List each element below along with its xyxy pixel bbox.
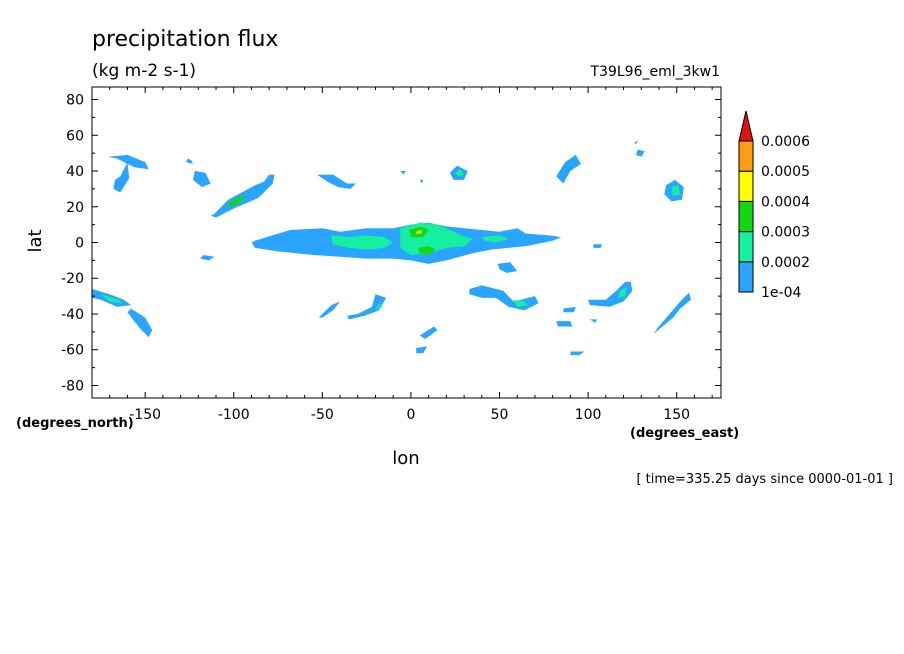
- colorbar-level-label: 0.0004: [761, 194, 810, 210]
- precip-region-level-0: [200, 255, 215, 261]
- precip-region-level-0: [185, 158, 193, 164]
- precip-region-level-0: [570, 351, 585, 356]
- y-tick-label: 20: [66, 200, 84, 216]
- y-axis-units: (degrees_north): [16, 416, 134, 431]
- x-axis-ticks: -150 -100 -50 0 50 100 150: [91, 87, 713, 423]
- precip-region-level-0: [556, 321, 573, 327]
- precip-region-level-0: [416, 346, 427, 354]
- x-tick-label: 0: [406, 407, 415, 423]
- colorbar-segment: [738, 170, 754, 202]
- precip-region-level-0: [318, 301, 341, 318]
- y-axis-ticks: 80 60 40 20 0 -20 -40 -60 -80: [61, 93, 721, 394]
- precip-region-level-0: [127, 308, 153, 338]
- precip-region-level-1: [100, 294, 123, 304]
- precip-region-level-0: [107, 154, 149, 170]
- colorbar: 1e-04 0.0002 0.0003 0.0004 0.0005 0.0006: [738, 110, 810, 301]
- colorbar-level-label: 1e-04: [761, 285, 801, 301]
- precip-region-level-1: [455, 169, 465, 177]
- colorbar-level-label: 0.0002: [761, 255, 810, 271]
- x-tick-label: -150: [129, 407, 161, 423]
- colorbar-segment: [738, 200, 754, 233]
- precip-region-level-1: [481, 235, 509, 243]
- x-tick-label: -100: [218, 407, 250, 423]
- y-tick-label: -40: [61, 307, 84, 323]
- precip-region-level-1: [331, 235, 394, 250]
- dataset-label: T39L96_eml_3kw1: [590, 64, 721, 80]
- y-tick-label: -20: [61, 271, 84, 287]
- colorbar-level-label: 0.0006: [761, 134, 810, 150]
- chart-subtitle: (kg m-2 s-1): [92, 61, 196, 81]
- precip-region-level-0: [593, 244, 603, 248]
- x-axis-label: lon: [392, 448, 419, 469]
- colorbar-segment: [738, 140, 754, 172]
- x-tick-label: -50: [311, 407, 334, 423]
- precip-region-level-0: [588, 281, 633, 307]
- chart-title: precipitation flux: [92, 27, 278, 52]
- y-axis-label: lat: [25, 229, 46, 252]
- y-tick-label: 60: [66, 128, 84, 144]
- precip-region-level-0: [193, 171, 211, 188]
- precip-region-level-0: [113, 162, 130, 193]
- time-label: [ time=335.25 days since 0000-01-01 ]: [636, 472, 893, 487]
- colorbar-level-label: 0.0003: [761, 225, 810, 241]
- precip-region-level-0: [556, 154, 581, 184]
- precip-region-level-1: [671, 185, 681, 196]
- precip-region-level-0: [636, 149, 645, 157]
- precip-region-level-0: [563, 306, 576, 313]
- precip-region-level-2: [226, 194, 247, 207]
- precip-region-level-0: [347, 294, 387, 320]
- precip-region-level-0: [419, 326, 438, 339]
- colorbar-segment: [738, 231, 754, 263]
- x-tick-label: 100: [575, 407, 602, 423]
- precip-region-level-0: [653, 292, 691, 334]
- x-axis-units: (degrees_east): [630, 426, 739, 441]
- precip-region-level-0: [400, 171, 406, 175]
- precip-region-level-1: [513, 299, 528, 307]
- colorbar-top-arrow: [738, 110, 754, 142]
- x-tick-label: 150: [663, 407, 690, 423]
- y-tick-label: -80: [61, 378, 84, 394]
- colorbar-segment: [738, 261, 754, 293]
- precip-region-level-2: [418, 246, 436, 255]
- precip-region-level-1: [618, 287, 628, 298]
- contour-regions: [92, 140, 691, 356]
- y-tick-label: 80: [66, 93, 84, 109]
- precip-region-level-0: [589, 319, 597, 323]
- precip-region-level-0: [317, 174, 356, 189]
- colorbar-level-label: 0.0005: [761, 164, 810, 180]
- precip-region-level-0: [419, 179, 424, 184]
- precip-region-level-0: [634, 140, 638, 145]
- precip-region-level-0: [497, 262, 518, 273]
- precip-region-level-3: [416, 230, 422, 234]
- y-tick-label: 0: [75, 236, 84, 252]
- y-tick-label: 40: [66, 164, 84, 180]
- y-tick-label: -60: [61, 343, 84, 359]
- x-tick-label: 50: [491, 407, 509, 423]
- precip-region-level-1: [375, 303, 383, 311]
